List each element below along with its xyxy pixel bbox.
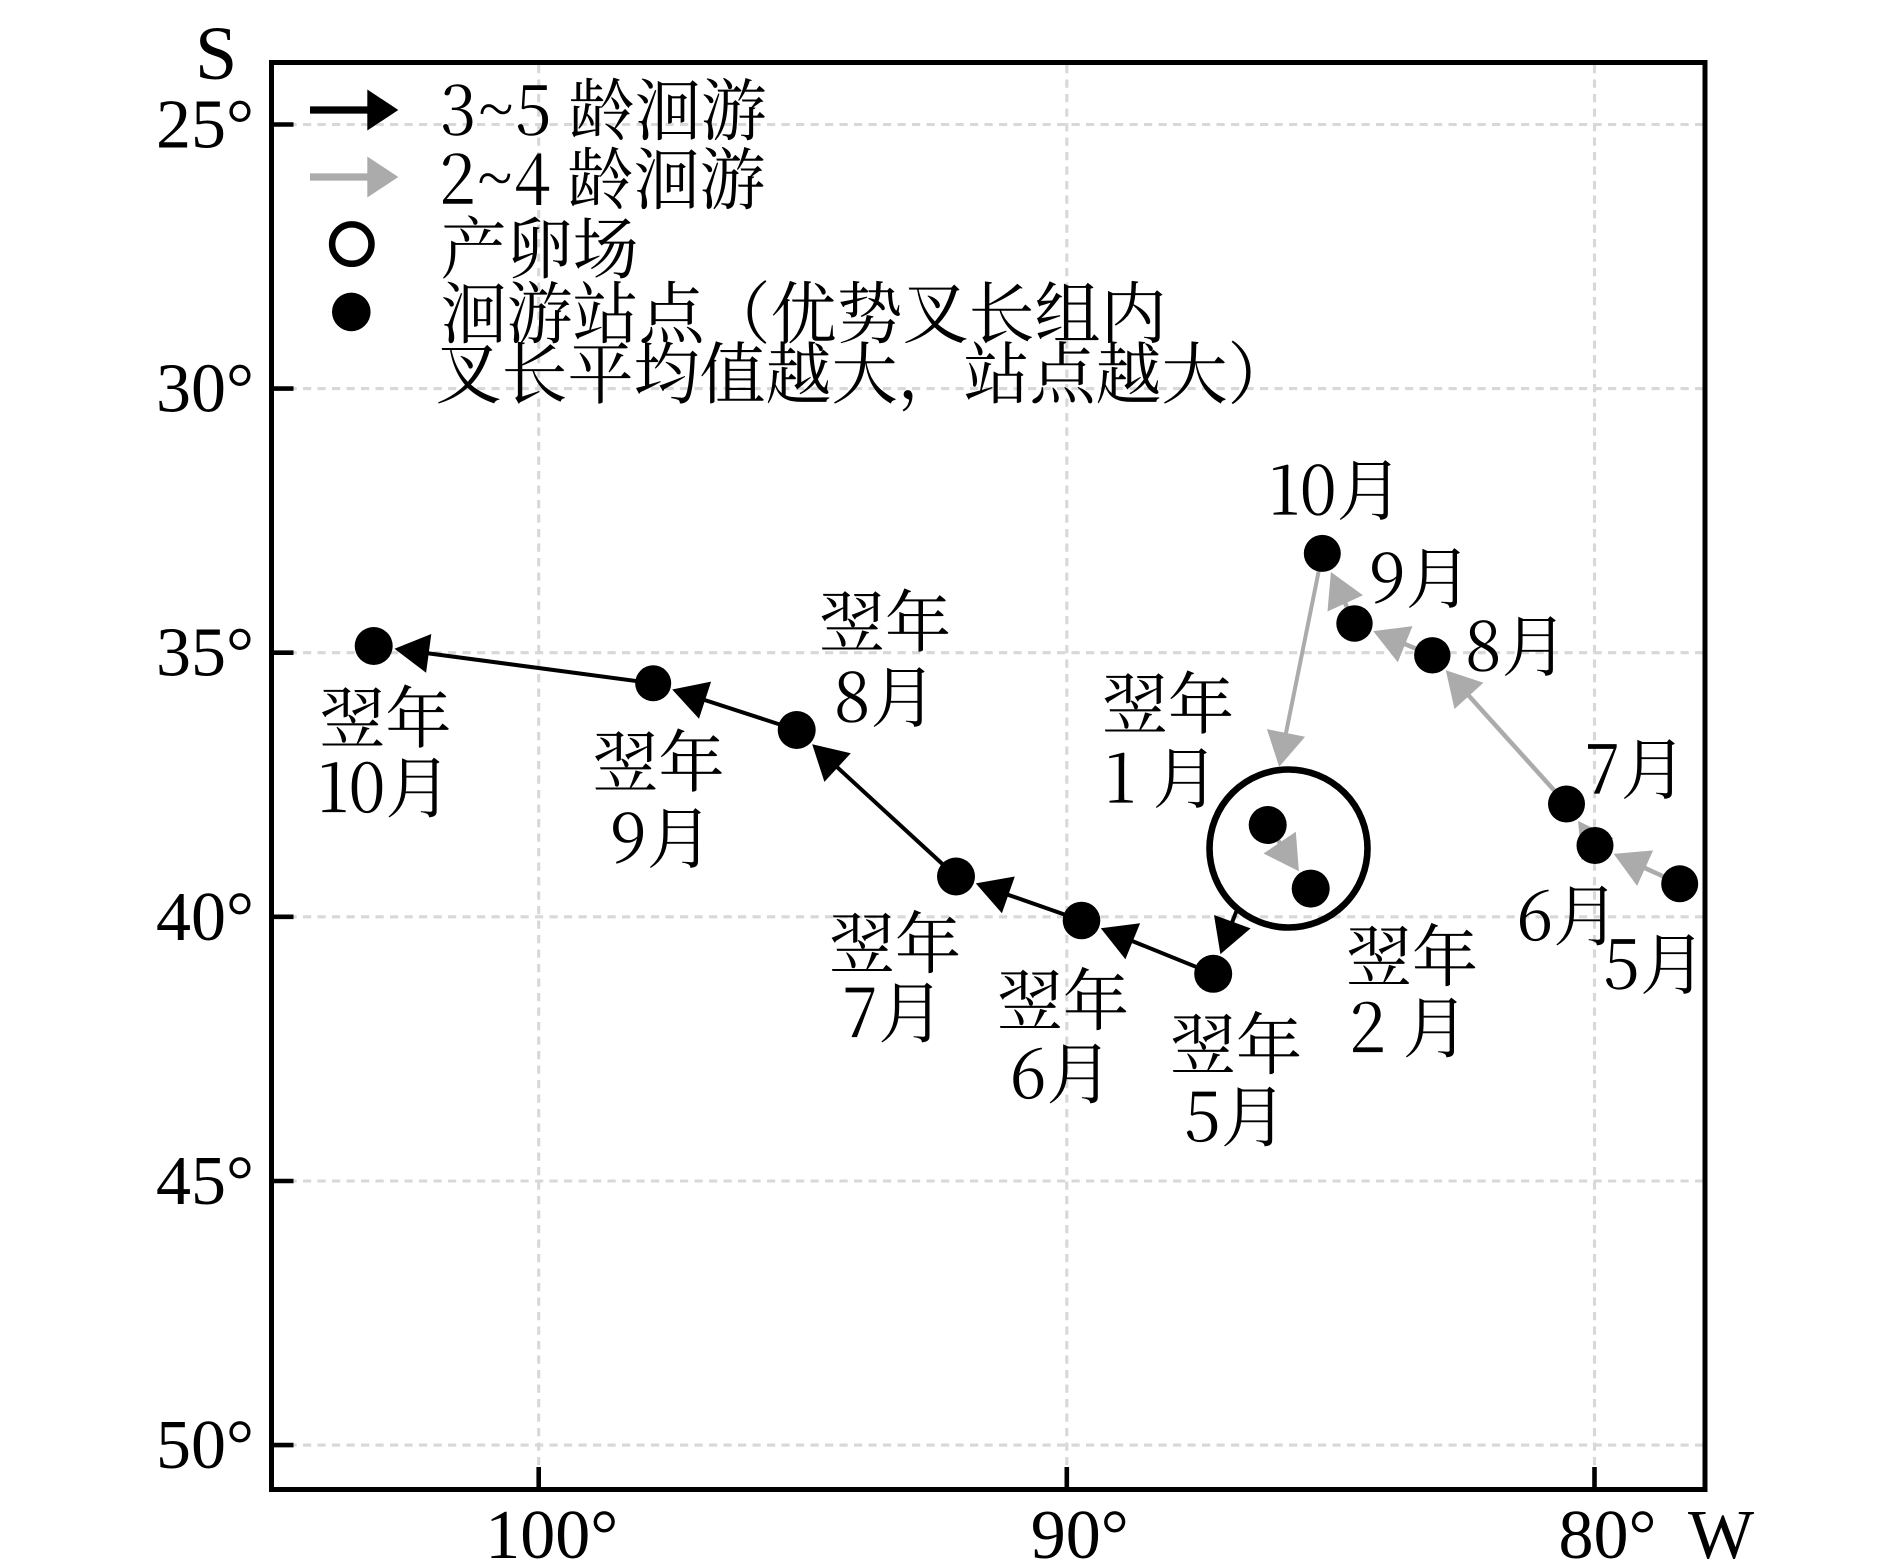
svg-text:80°: 80° <box>1559 1497 1657 1559</box>
svg-text:50°: 50° <box>156 1407 254 1484</box>
svg-text:40°: 40° <box>156 879 254 956</box>
svg-text:W: W <box>1688 1497 1754 1559</box>
svg-text:90°: 90° <box>1031 1497 1129 1559</box>
svg-text:45°: 45° <box>156 1143 254 1220</box>
svg-text:S: S <box>195 12 237 96</box>
svg-text:100°: 100° <box>485 1497 618 1559</box>
svg-text:35°: 35° <box>156 615 254 692</box>
svg-text:30°: 30° <box>156 351 254 428</box>
svg-text:25°: 25° <box>156 87 254 164</box>
